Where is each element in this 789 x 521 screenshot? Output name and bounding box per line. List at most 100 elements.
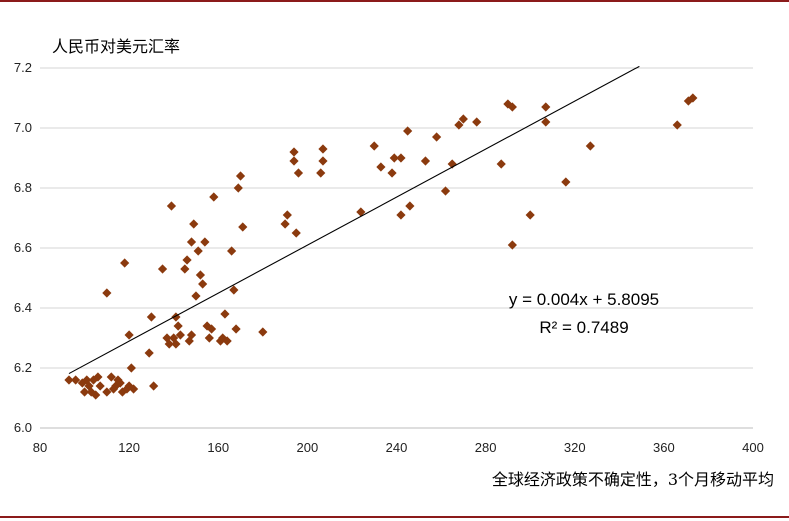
scatter-point bbox=[541, 102, 551, 112]
scatter-point bbox=[157, 264, 168, 274]
scatter-point bbox=[120, 258, 130, 268]
scatter-point bbox=[356, 207, 366, 217]
scatter-point bbox=[144, 348, 154, 358]
scatter-point bbox=[227, 246, 237, 256]
scatter-point bbox=[291, 228, 301, 238]
scatter-point bbox=[115, 378, 125, 388]
scatter-point bbox=[376, 162, 386, 172]
scatter-point bbox=[403, 126, 413, 136]
y-tick-label: 7.0 bbox=[14, 120, 32, 135]
scatter-point bbox=[200, 237, 210, 247]
scatter-point bbox=[396, 210, 406, 220]
data-points bbox=[64, 93, 698, 400]
scatter-point bbox=[672, 120, 682, 130]
scatter-point bbox=[64, 375, 74, 385]
scatter-point bbox=[220, 309, 230, 319]
scatter-point bbox=[173, 321, 183, 331]
scatter-point bbox=[235, 171, 246, 181]
x-tick-label: 400 bbox=[742, 440, 764, 455]
x-tick-label: 200 bbox=[297, 440, 319, 455]
scatter-point bbox=[164, 339, 174, 349]
x-tick-label: 320 bbox=[564, 440, 586, 455]
scatter-point bbox=[126, 363, 136, 373]
trendline bbox=[68, 65, 640, 375]
trendline-equation: y = 0.004x + 5.8095 bbox=[509, 290, 659, 309]
scatter-point bbox=[420, 156, 431, 166]
scatter-point bbox=[166, 201, 177, 211]
scatter-point bbox=[146, 312, 157, 322]
scatter-point bbox=[585, 141, 595, 151]
scatter-point bbox=[204, 333, 214, 343]
y-tick-label: 6.4 bbox=[14, 300, 32, 315]
scatter-point bbox=[91, 390, 101, 400]
scatter-point bbox=[231, 324, 241, 334]
scatter-point bbox=[95, 381, 105, 391]
scatter-point bbox=[541, 117, 551, 127]
scatter-point bbox=[189, 219, 199, 229]
bottom-rule bbox=[0, 516, 789, 518]
scatter-point bbox=[258, 327, 268, 337]
y-tick-label: 6.8 bbox=[14, 180, 32, 195]
scatter-point bbox=[198, 279, 208, 289]
scatter-point bbox=[525, 210, 535, 220]
x-tick-label: 240 bbox=[386, 440, 408, 455]
scatter-point bbox=[454, 120, 464, 130]
scatter-point bbox=[238, 222, 248, 232]
scatter-point bbox=[102, 387, 112, 397]
r-squared-label: R² = 0.7489 bbox=[539, 318, 628, 337]
scatter-point bbox=[282, 210, 292, 220]
scatter-point bbox=[405, 201, 415, 211]
y-tick-label: 6.2 bbox=[14, 360, 32, 375]
scatter-point bbox=[389, 153, 399, 163]
y-tick-label: 6.0 bbox=[14, 420, 32, 435]
scatter-point bbox=[293, 168, 304, 178]
top-rule bbox=[0, 0, 789, 2]
scatter-point bbox=[149, 381, 159, 391]
scatter-point bbox=[222, 336, 232, 346]
scatter-point bbox=[316, 168, 326, 178]
scatter-point bbox=[289, 147, 299, 157]
scatter-point bbox=[128, 384, 139, 394]
scatter-point bbox=[369, 141, 379, 151]
scatter-point bbox=[432, 132, 442, 142]
scatter-point bbox=[209, 192, 219, 202]
x-axis-title: 全球经济政策不确定性，3个月移动平均 bbox=[492, 470, 774, 489]
scatter-point bbox=[186, 237, 197, 247]
gridlines bbox=[40, 67, 753, 369]
scatter-point bbox=[561, 177, 571, 187]
scatter-point bbox=[93, 372, 103, 382]
scatter-point bbox=[193, 246, 203, 256]
tick-labels: 6.0 6.2 6.4 6.6 6.8 7.0 7.2 80 120 160 200 240 280 32… bbox=[14, 60, 764, 455]
scatter-point bbox=[186, 330, 197, 340]
scatter-point bbox=[124, 330, 134, 340]
scatter-point bbox=[688, 93, 698, 103]
scatter-point bbox=[233, 183, 243, 193]
scatter-point bbox=[191, 291, 201, 301]
x-tick-label: 280 bbox=[475, 440, 497, 455]
scatter-point bbox=[318, 144, 328, 154]
scatter-point bbox=[289, 156, 299, 166]
y-axis-title: 人民币对美元汇率 bbox=[52, 37, 180, 56]
scatter-point bbox=[280, 219, 290, 229]
scatter-point bbox=[171, 339, 181, 349]
scatter-point bbox=[180, 264, 190, 274]
scatter-point bbox=[507, 102, 517, 112]
y-tick-label: 6.6 bbox=[14, 240, 32, 255]
scatter-point bbox=[175, 330, 185, 340]
scatter-point bbox=[106, 372, 116, 382]
scatter-point bbox=[79, 387, 90, 397]
scatter-point bbox=[458, 114, 468, 124]
scatter-point bbox=[387, 168, 397, 178]
x-tick-label: 160 bbox=[207, 440, 229, 455]
scatter-point bbox=[71, 375, 81, 385]
scatter-point bbox=[318, 156, 328, 166]
scatter-point bbox=[472, 117, 482, 127]
scatter-point bbox=[503, 99, 513, 109]
scatter-point bbox=[195, 270, 206, 280]
scatter-point bbox=[229, 285, 239, 295]
scatter-point bbox=[496, 159, 506, 169]
scatter-point bbox=[440, 186, 451, 196]
x-tick-label: 360 bbox=[653, 440, 675, 455]
scatter-point bbox=[102, 288, 112, 298]
